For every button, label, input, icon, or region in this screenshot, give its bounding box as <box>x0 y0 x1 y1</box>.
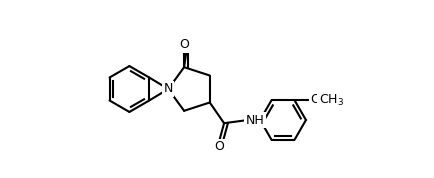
Text: N: N <box>164 82 173 96</box>
Text: O: O <box>310 93 320 106</box>
Text: O: O <box>214 140 224 153</box>
Text: O: O <box>179 38 189 51</box>
Text: CH$_3$: CH$_3$ <box>319 93 344 108</box>
Text: N: N <box>164 82 173 96</box>
Text: NH: NH <box>246 114 264 127</box>
